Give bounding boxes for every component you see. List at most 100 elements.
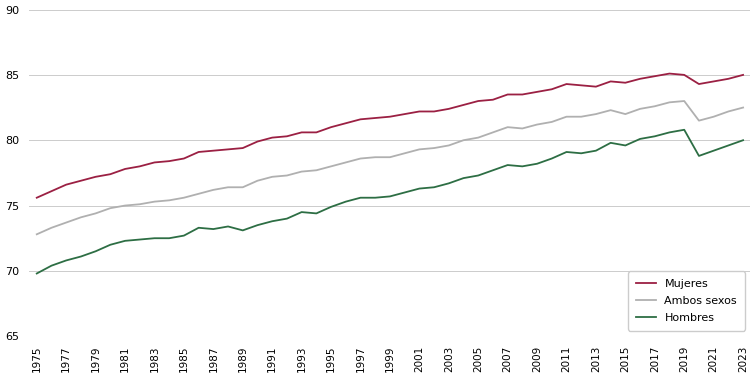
Mujeres	[224, 147, 233, 152]
Hombres	[341, 199, 350, 204]
Ambos sexos	[341, 160, 350, 165]
Hombres	[474, 173, 483, 178]
Ambos sexos	[253, 178, 262, 183]
Mujeres	[311, 130, 321, 135]
Hombres	[665, 130, 674, 135]
Hombres	[723, 143, 733, 148]
Mujeres	[695, 82, 704, 86]
Hombres	[547, 156, 556, 161]
Mujeres	[370, 116, 380, 120]
Hombres	[194, 226, 203, 230]
Hombres	[253, 223, 262, 228]
Hombres	[415, 186, 424, 191]
Ambos sexos	[283, 173, 292, 178]
Hombres	[591, 149, 600, 153]
Hombres	[739, 138, 748, 143]
Ambos sexos	[91, 211, 100, 216]
Hombres	[621, 143, 630, 148]
Mujeres	[723, 76, 733, 81]
Mujeres	[179, 156, 188, 161]
Ambos sexos	[209, 187, 218, 192]
Mujeres	[283, 134, 292, 139]
Ambos sexos	[356, 156, 365, 161]
Ambos sexos	[327, 164, 336, 169]
Ambos sexos	[562, 115, 571, 119]
Ambos sexos	[680, 99, 689, 103]
Ambos sexos	[47, 226, 56, 230]
Ambos sexos	[591, 112, 600, 116]
Hombres	[311, 211, 321, 216]
Ambos sexos	[179, 195, 188, 200]
Ambos sexos	[709, 115, 718, 119]
Mujeres	[429, 109, 438, 114]
Hombres	[283, 216, 292, 221]
Hombres	[238, 228, 247, 232]
Hombres	[562, 150, 571, 154]
Ambos sexos	[238, 185, 247, 189]
Hombres	[47, 263, 56, 268]
Mujeres	[341, 121, 350, 125]
Hombres	[518, 164, 527, 169]
Mujeres	[577, 83, 586, 88]
Ambos sexos	[636, 107, 645, 111]
Hombres	[179, 233, 188, 238]
Hombres	[445, 181, 454, 186]
Mujeres	[532, 90, 541, 94]
Ambos sexos	[268, 175, 277, 179]
Hombres	[636, 137, 645, 141]
Hombres	[400, 190, 409, 195]
Hombres	[488, 168, 497, 172]
Mujeres	[297, 130, 306, 135]
Mujeres	[739, 73, 748, 77]
Hombres	[62, 258, 71, 263]
Legend: Mujeres, Ambos sexos, Hombres: Mujeres, Ambos sexos, Hombres	[627, 271, 745, 331]
Mujeres	[356, 117, 365, 122]
Mujeres	[91, 175, 100, 179]
Ambos sexos	[370, 155, 380, 160]
Ambos sexos	[488, 130, 497, 135]
Mujeres	[650, 74, 659, 79]
Ambos sexos	[606, 108, 615, 112]
Mujeres	[253, 139, 262, 144]
Hombres	[577, 151, 586, 156]
Mujeres	[165, 159, 174, 163]
Hombres	[370, 195, 380, 200]
Hombres	[532, 161, 541, 166]
Ambos sexos	[135, 202, 144, 206]
Mujeres	[76, 178, 85, 183]
Ambos sexos	[297, 169, 306, 174]
Ambos sexos	[76, 215, 85, 220]
Hombres	[135, 237, 144, 242]
Ambos sexos	[194, 192, 203, 196]
Ambos sexos	[739, 105, 748, 110]
Mujeres	[62, 182, 71, 187]
Hombres	[91, 249, 100, 254]
Hombres	[459, 176, 468, 180]
Hombres	[709, 149, 718, 153]
Mujeres	[194, 150, 203, 154]
Ambos sexos	[150, 199, 159, 204]
Mujeres	[386, 115, 395, 119]
Ambos sexos	[650, 104, 659, 108]
Ambos sexos	[445, 143, 454, 148]
Mujeres	[709, 79, 718, 84]
Mujeres	[474, 99, 483, 103]
Hombres	[106, 243, 115, 247]
Ambos sexos	[665, 100, 674, 105]
Ambos sexos	[224, 185, 233, 189]
Hombres	[120, 239, 129, 243]
Hombres	[695, 153, 704, 158]
Ambos sexos	[400, 151, 409, 156]
Hombres	[165, 236, 174, 240]
Mujeres	[665, 71, 674, 76]
Mujeres	[547, 87, 556, 91]
Hombres	[268, 219, 277, 223]
Ambos sexos	[577, 115, 586, 119]
Hombres	[650, 134, 659, 139]
Hombres	[503, 163, 512, 167]
Mujeres	[636, 76, 645, 81]
Hombres	[224, 224, 233, 229]
Mujeres	[459, 103, 468, 107]
Line: Hombres: Hombres	[37, 130, 743, 274]
Hombres	[76, 254, 85, 259]
